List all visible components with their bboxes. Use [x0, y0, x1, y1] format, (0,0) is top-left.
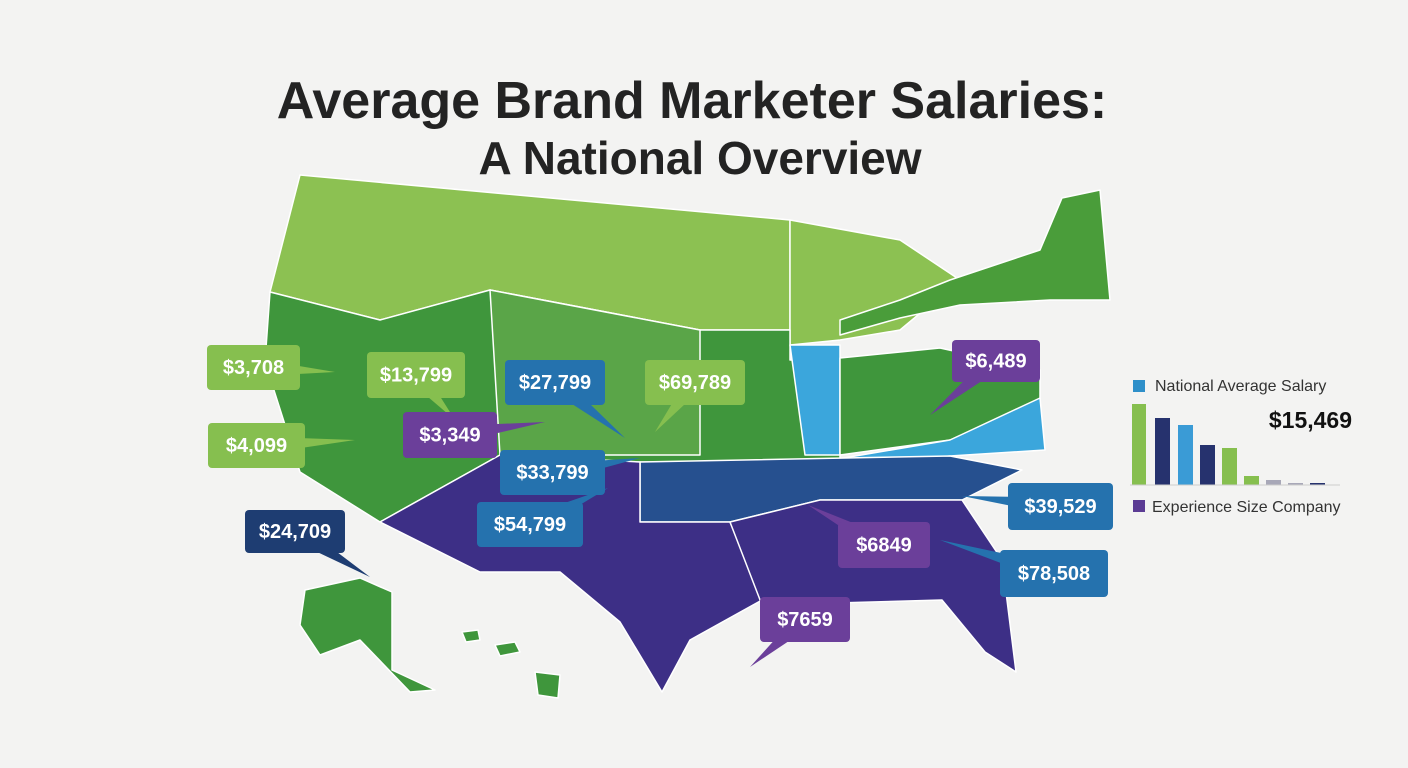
alaska — [299, 577, 436, 693]
salary-callout: $24,709 — [245, 510, 370, 577]
legend-series-label: National Average Salary — [1155, 378, 1326, 395]
legend-bar — [1132, 404, 1146, 485]
title-line-1: Average Brand Marketer Salaries: — [277, 72, 1107, 130]
salary-callout: $3,708 — [207, 345, 335, 390]
legend-swatch — [1133, 500, 1145, 512]
callouts: $3,708 $13,799 $27,799 $69,789 $4,099 $3,349 $… — [207, 340, 1113, 667]
callout-label: $27,799 — [519, 372, 591, 394]
legend-bar — [1266, 480, 1281, 485]
callout-box — [838, 522, 930, 568]
legend-bar — [1222, 448, 1237, 485]
salary-callout: $33,799 — [500, 450, 640, 495]
hawaii-2 — [494, 641, 521, 657]
legend-bar — [1288, 483, 1303, 485]
legend-bar — [1178, 425, 1193, 485]
salary-callout: $6,489 — [930, 340, 1040, 415]
callout-label: $33,799 — [516, 462, 588, 484]
legend-swatch — [1133, 380, 1145, 392]
legend-bar — [1244, 476, 1259, 485]
callout-label: $69,789 — [659, 372, 731, 394]
legend-bar — [1200, 445, 1215, 485]
callout-box — [1008, 483, 1113, 530]
callout-box — [500, 450, 605, 495]
legend-group-label: Experience Size Company — [1152, 499, 1341, 516]
callout-box — [208, 423, 305, 468]
callout-box — [367, 352, 465, 398]
salary-callout: $4,099 — [208, 423, 355, 468]
callout-label: $54,799 — [494, 514, 566, 536]
legend-value: $15,469 — [1269, 407, 1352, 433]
hawaii-3 — [534, 671, 561, 699]
callout-box — [245, 510, 345, 553]
callout-label: $78,508 — [1018, 563, 1090, 585]
salary-callout: $39,529 — [962, 483, 1113, 530]
northeast-region — [839, 189, 1111, 336]
us-map — [264, 174, 1111, 699]
callout-box — [505, 360, 605, 405]
legend-bar — [1155, 418, 1170, 485]
callout-box — [477, 502, 583, 547]
salary-callout: $6849 — [808, 505, 930, 568]
title-line-2: A National Overview — [478, 132, 921, 184]
callout-label: $3,349 — [419, 424, 480, 446]
salary-callout: $69,789 — [645, 360, 745, 432]
callout-label: $3,708 — [223, 357, 284, 379]
salary-callout: $7659 — [750, 597, 850, 667]
salary-callout: $78,508 — [940, 540, 1108, 597]
callout-label: $6849 — [856, 534, 912, 556]
callout-box — [645, 360, 745, 405]
callout-box — [760, 597, 850, 642]
legend-bar — [1310, 483, 1325, 485]
callout-label: $4,099 — [226, 435, 287, 457]
legend: National Average Salary $15,469 Experien… — [1130, 378, 1352, 516]
salary-callout: $54,799 — [477, 488, 608, 547]
salary-callout: $27,799 — [505, 360, 625, 438]
callout-box — [207, 345, 300, 390]
salary-callout: $3,349 — [403, 412, 545, 458]
callout-box — [952, 340, 1040, 382]
callout-box — [403, 412, 497, 458]
callout-label: $6,489 — [965, 350, 1026, 372]
hawaii-1 — [461, 629, 481, 643]
salary-callout: $13,799 — [367, 352, 465, 420]
callout-label: $24,709 — [259, 521, 331, 543]
callout-label: $13,799 — [380, 364, 452, 386]
callout-box — [1000, 550, 1108, 597]
callout-label: $7659 — [777, 609, 833, 631]
callout-label: $39,529 — [1024, 496, 1096, 518]
